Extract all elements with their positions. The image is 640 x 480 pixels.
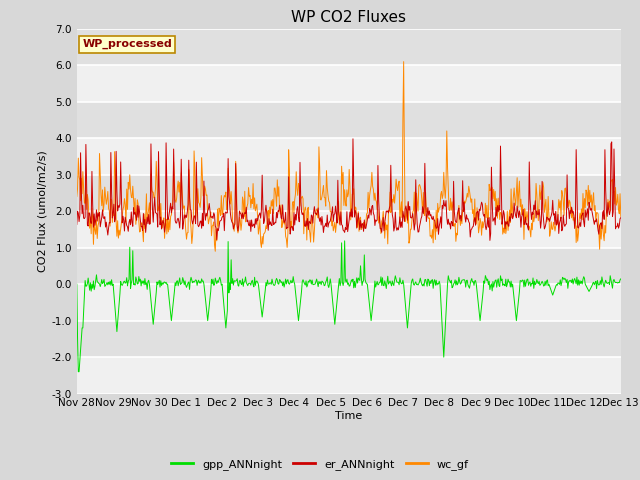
Bar: [77, 211, 621, 248]
Bar: [77, 29, 621, 65]
Y-axis label: CO2 Flux (umol/m2/s): CO2 Flux (umol/m2/s): [38, 150, 47, 272]
Bar: [77, 175, 621, 211]
Bar: [77, 357, 621, 394]
Bar: [77, 102, 621, 138]
Legend: gpp_ANNnight, er_ANNnight, wc_gf: gpp_ANNnight, er_ANNnight, wc_gf: [166, 455, 474, 474]
Bar: [77, 65, 621, 102]
Title: WP CO2 Fluxes: WP CO2 Fluxes: [291, 10, 406, 25]
X-axis label: Time: Time: [335, 411, 362, 421]
Bar: [77, 138, 621, 175]
Bar: [77, 248, 621, 284]
Bar: [77, 284, 621, 321]
Bar: [77, 321, 621, 357]
Text: WP_processed: WP_processed: [82, 39, 172, 49]
